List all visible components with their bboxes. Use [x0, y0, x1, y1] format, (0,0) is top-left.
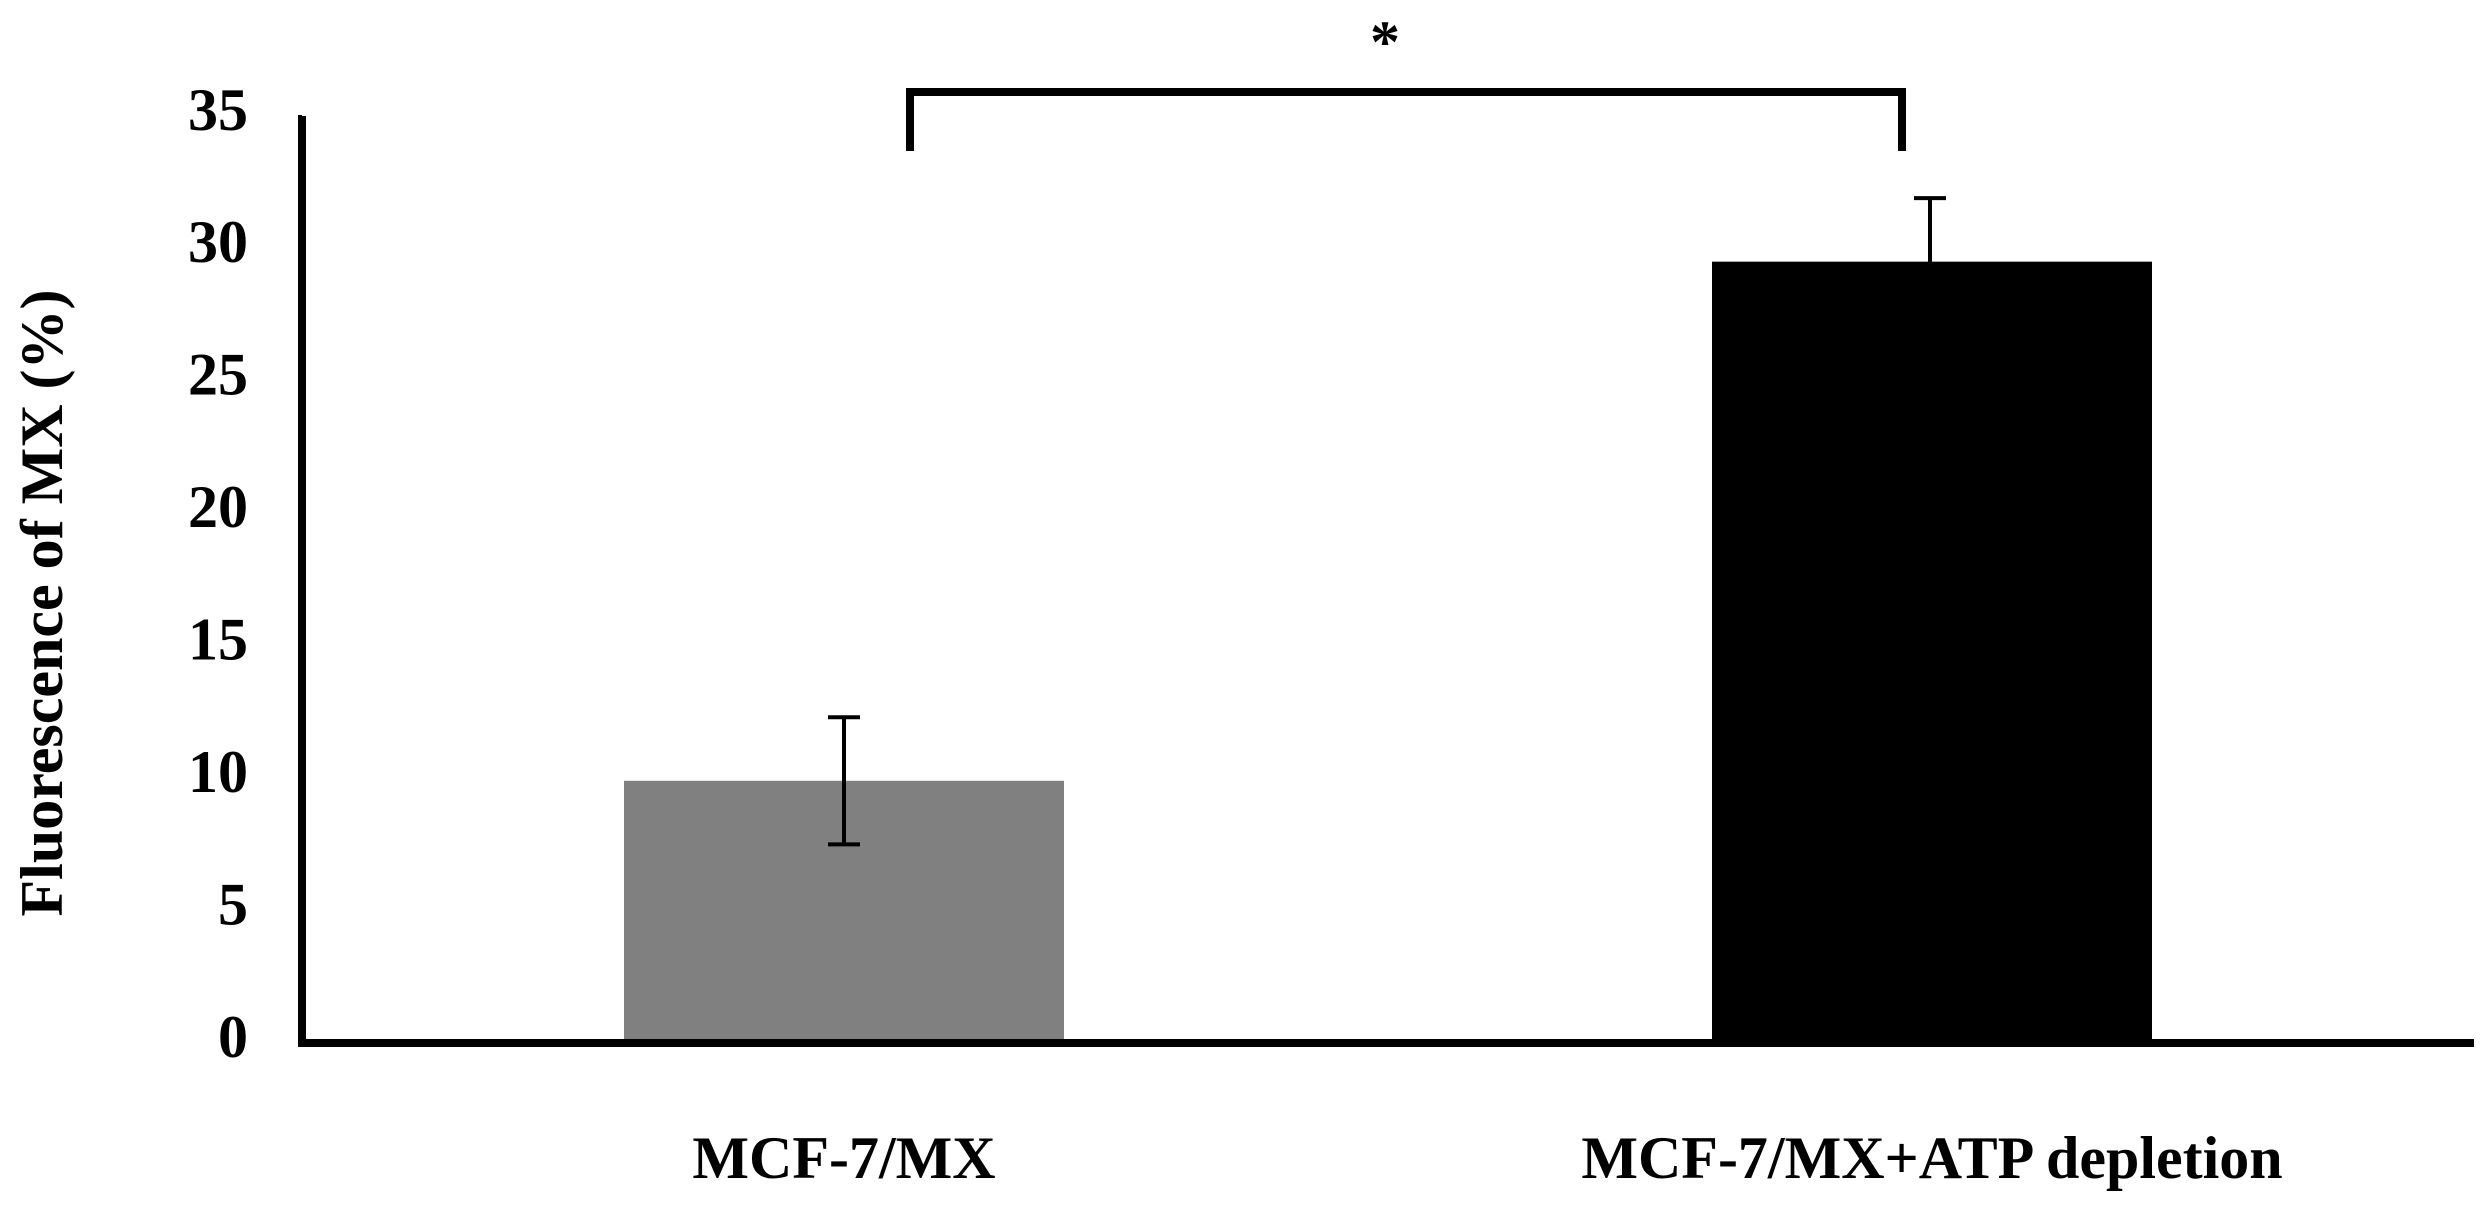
- y-tick-label: 0: [218, 1004, 248, 1070]
- x-tick-label: MCF-7/MX+ATP depletion: [1581, 1125, 2282, 1191]
- significance-label: *: [1370, 9, 1400, 75]
- y-tick-label: 5: [218, 871, 248, 937]
- bar: [1712, 261, 2152, 1044]
- y-tick-label: 10: [188, 739, 248, 805]
- y-tick-label: 20: [188, 474, 248, 540]
- y-tick-label: 15: [188, 606, 248, 672]
- x-tick-label: MCF-7/MX: [692, 1125, 995, 1191]
- y-tick-label: 30: [188, 209, 248, 275]
- y-tick-label: 35: [188, 77, 248, 143]
- significance-bracket: [906, 88, 1906, 151]
- y-tick-label: 25: [188, 342, 248, 408]
- y-axis-label: Fluorescence of MX (%): [9, 289, 75, 916]
